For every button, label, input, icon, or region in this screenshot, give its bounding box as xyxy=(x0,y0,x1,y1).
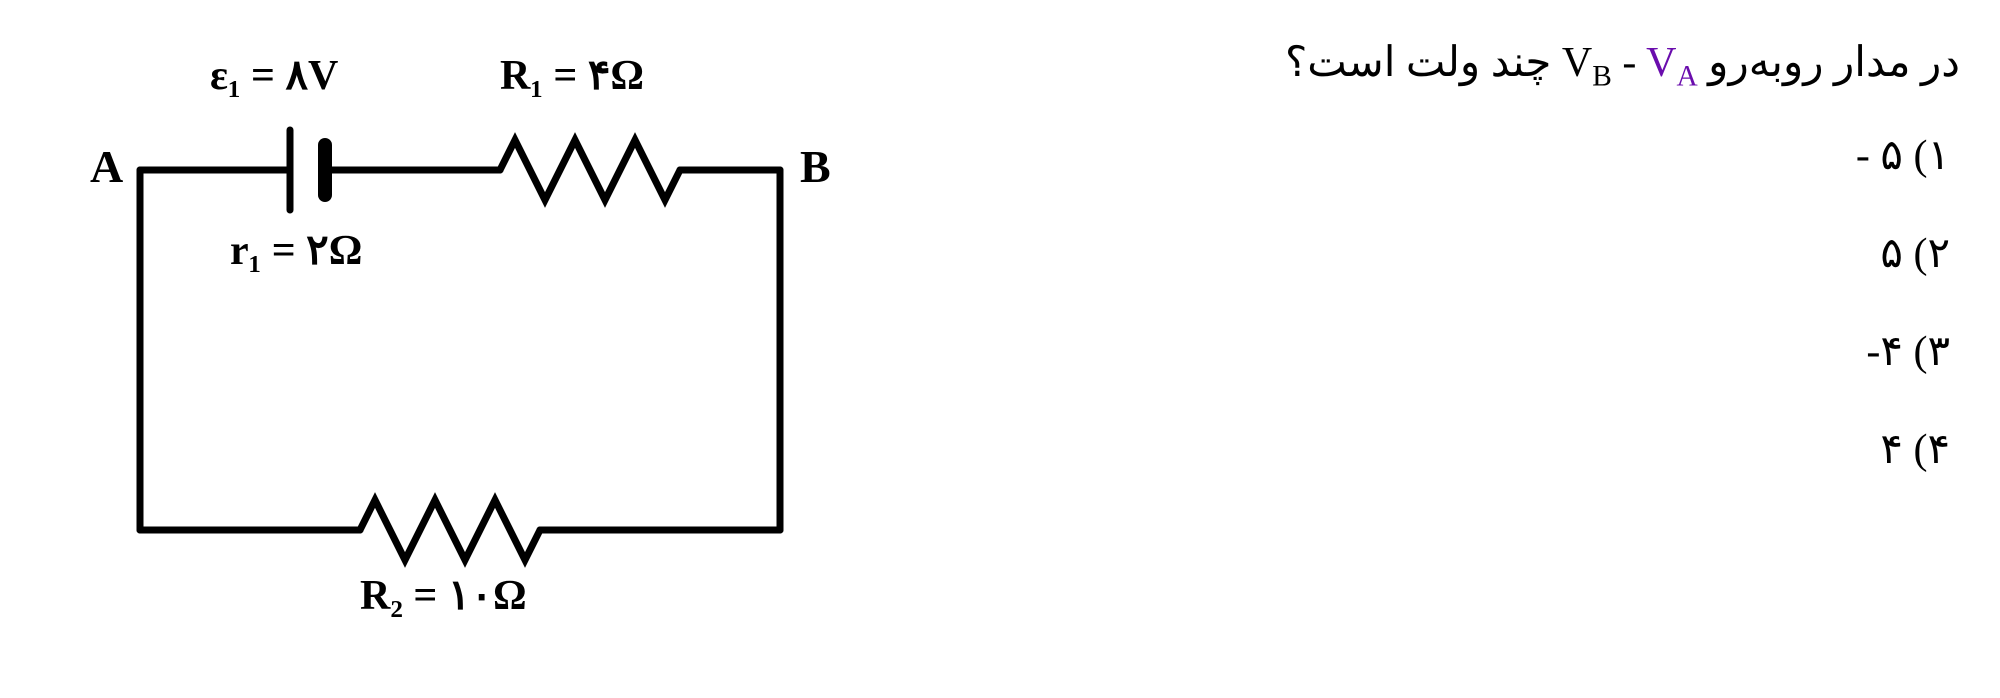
r1-label: R₁ = ۴Ω xyxy=(500,50,644,100)
q-minus: - xyxy=(1612,40,1646,86)
va-sub: A xyxy=(1676,60,1697,92)
opt-val: ۵ - xyxy=(1856,133,1903,179)
q-suffix: چند ولت است؟ xyxy=(1285,40,1562,86)
opt-val: ۴- xyxy=(1866,329,1903,375)
vb: V xyxy=(1562,40,1592,86)
vb-sub: B xyxy=(1592,60,1612,92)
circuit-diagram: ε₁ = ٨V R₁ = ۴Ω r₁ = ٢Ω R₂ = ١٠Ω A B xyxy=(80,30,840,630)
option-1: ١) ۵ - xyxy=(1060,130,1950,180)
node-a: A xyxy=(90,140,123,193)
option-4: ۴) ۴ xyxy=(1060,424,1950,474)
options-list: ١) ۵ - ٢) ۵ ٣) ۴- ۴) ۴ xyxy=(1060,130,1960,474)
question-text: در مدار روبه‌رو VB - VA چند ولت است؟ xyxy=(1060,30,1960,100)
r2-label: R₂ = ١٠Ω xyxy=(360,570,527,620)
opt-num: ٢) xyxy=(1913,231,1950,277)
opt-val: ۵ xyxy=(1880,231,1903,277)
q-prefix: در مدار روبه‌رو xyxy=(1698,40,1960,86)
internal-r-label: r₁ = ٢Ω xyxy=(230,225,362,275)
opt-num: ١) xyxy=(1913,133,1950,179)
va: V xyxy=(1646,40,1676,86)
circuit-svg xyxy=(80,30,840,630)
opt-num: ٣) xyxy=(1913,329,1950,375)
opt-num: ۴) xyxy=(1913,427,1950,473)
node-b: B xyxy=(800,140,831,193)
opt-val: ۴ xyxy=(1880,427,1903,473)
option-2: ٢) ۵ xyxy=(1060,228,1950,278)
question-block: در مدار روبه‌رو VB - VA چند ولت است؟ ١) … xyxy=(1060,30,1960,474)
emf-label: ε₁ = ٨V xyxy=(210,50,338,100)
option-3: ٣) ۴- xyxy=(1060,326,1950,376)
